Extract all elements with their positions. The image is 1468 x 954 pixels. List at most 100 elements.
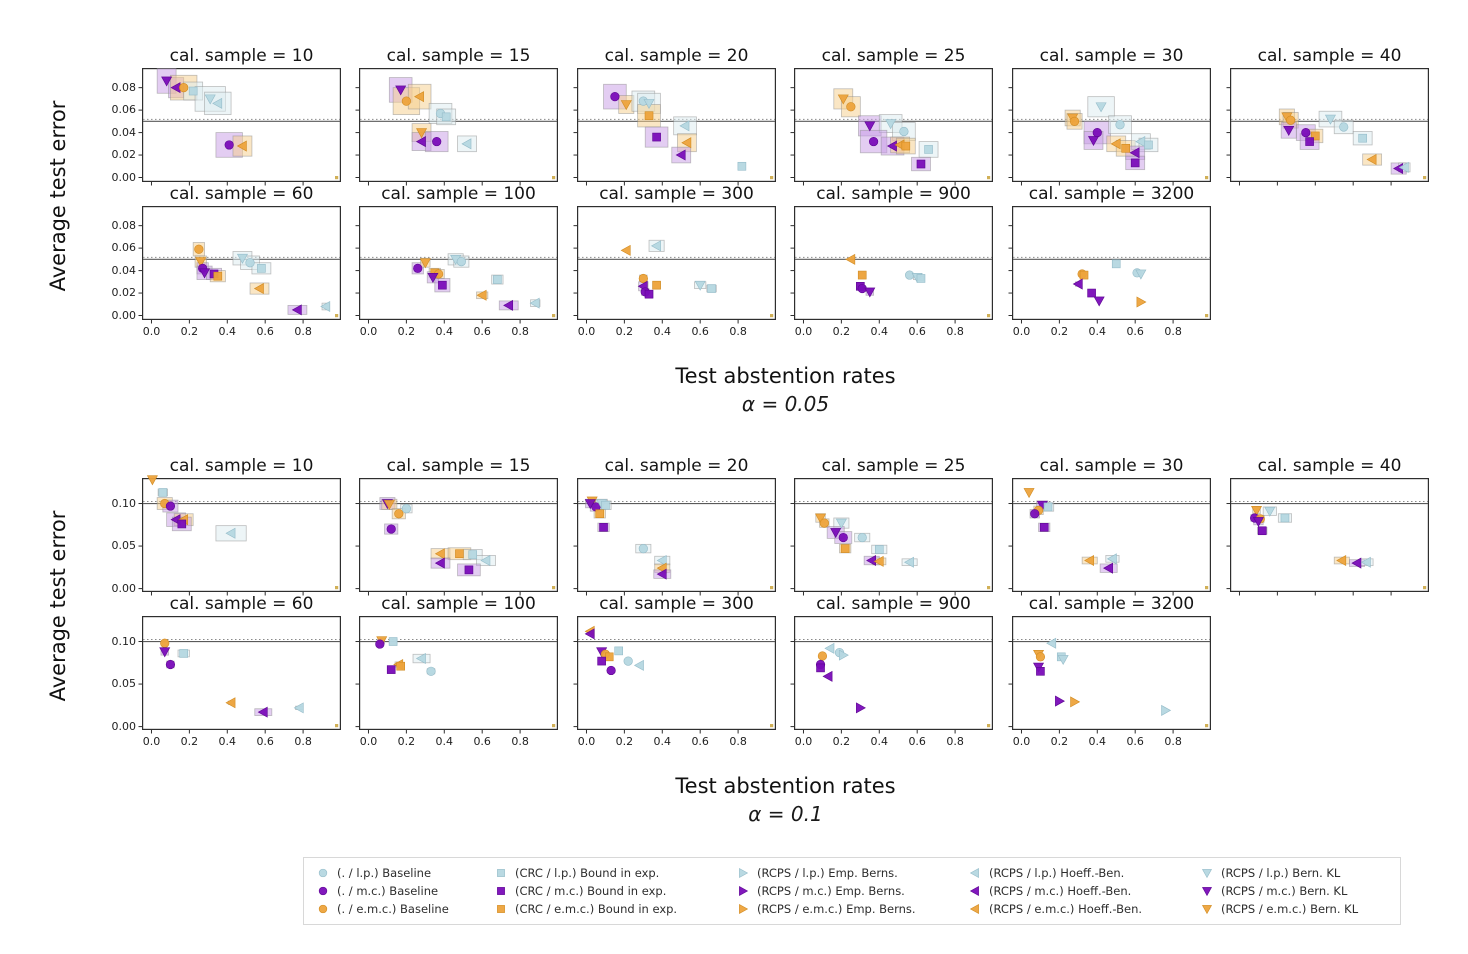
data-point-tri_left-icon — [480, 555, 491, 567]
data-point-circle-icon — [386, 524, 396, 534]
legend-marker-tri_left-icon — [969, 885, 979, 897]
x-tick-label: 0.0 — [359, 325, 378, 338]
plot-area — [355, 68, 559, 186]
subplot-a05-30: cal. sample = 30 — [1008, 46, 1212, 186]
x-tick-label: 0.4 — [870, 735, 889, 748]
data-point-tri_left-icon — [293, 702, 304, 714]
data-point-square-icon — [257, 264, 266, 273]
data-point-circle-icon — [817, 651, 828, 661]
plot-area — [355, 616, 559, 734]
legend-label: (. / l.p.) Baseline — [337, 866, 432, 880]
subplot-title: cal. sample = 3200 — [1028, 184, 1195, 204]
data-point-circle-icon — [179, 83, 189, 93]
data-point-circle-icon — [456, 256, 466, 267]
data-point-square-icon — [441, 112, 451, 122]
subplot-title: cal. sample = 60 — [169, 184, 314, 204]
subplot-a1-10: cal. sample = 10 0.00 0.05 0.10 — [112, 456, 342, 596]
data-point-tri_right-icon — [739, 885, 749, 897]
subplot-title: cal. sample = 300 — [599, 184, 754, 204]
data-point-circle-icon — [905, 270, 915, 280]
data-point-tri_right-icon — [1161, 704, 1172, 716]
x-tick-label: 0.2 — [615, 325, 634, 338]
data-point-tri_left-icon — [461, 138, 472, 150]
subplot-a05-10: cal. sample = 10 0.00 0.02 0.04 0.06 0.08 — [112, 46, 342, 186]
data-point-square-icon — [816, 663, 825, 673]
plot-area — [573, 478, 777, 596]
subplot-title: cal. sample = 10 — [169, 456, 314, 476]
data-point-tri_left-icon — [656, 555, 667, 567]
legend-label: (RCPS / m.c.) Bern. KL — [1221, 884, 1348, 898]
data-point-square-icon — [493, 275, 502, 284]
corner-marker-icon — [1205, 176, 1209, 180]
x-tick-label: 0.2 — [397, 735, 416, 748]
data-point-circle-icon — [194, 244, 204, 254]
data-point-tri_down-icon — [837, 94, 849, 105]
data-point-square-icon — [857, 270, 867, 280]
data-point-tri_down-icon — [199, 268, 211, 279]
legend-item-mc_eb: (RCPS / m.c.) Emp. Berns. — [736, 882, 968, 900]
corner-marker-icon — [335, 586, 339, 590]
legend-label: (RCPS / e.m.c.) Bern. KL — [1221, 902, 1359, 916]
data-point-tri_left-icon — [291, 304, 302, 316]
subplot-title: cal. sample = 3200 — [1028, 594, 1195, 614]
legend-item-lp_crc: (CRC / l.p.) Bound in exp. — [494, 864, 736, 882]
data-point-tri_down-icon — [204, 94, 216, 105]
data-point-circle-icon — [606, 665, 616, 676]
legend-marker-tri_down-icon — [1201, 905, 1213, 915]
subplot-title: cal. sample = 25 — [821, 46, 966, 66]
x-tick-label: 0.2 — [180, 325, 199, 338]
x-tick-label: 0.6 — [473, 735, 491, 748]
plot-area — [138, 475, 342, 596]
data-point-tri_down-icon — [1252, 517, 1264, 528]
data-point-square-icon — [924, 145, 933, 154]
data-point-tri_down-icon — [835, 518, 847, 529]
data-point-circle-icon — [846, 102, 856, 112]
data-point-square-icon — [1121, 144, 1131, 153]
data-point-tri_left-icon — [476, 289, 487, 301]
data-point-tri_left-icon — [1129, 147, 1140, 159]
y-tick-label: 0.08 — [111, 218, 137, 232]
corner-marker-icon — [1205, 314, 1209, 318]
data-point-tri_right-icon — [1136, 296, 1147, 308]
data-point-square-icon — [874, 545, 884, 554]
data-point-tri_left-icon — [225, 527, 236, 539]
y-tick-label: 0.02 — [111, 286, 137, 300]
y-tick-label: 0.04 — [111, 263, 137, 277]
subplot-a05-40: cal. sample = 40 — [1226, 46, 1430, 186]
x-tick-label: 0.2 — [832, 735, 851, 748]
data-point-tri_left-icon — [1110, 138, 1121, 150]
data-point-tri_down-icon — [1135, 269, 1147, 280]
data-point-circle-icon — [1092, 127, 1102, 138]
subplot-title: cal. sample = 20 — [604, 456, 749, 476]
legend-marker-tri_down-icon — [1201, 869, 1213, 879]
corner-marker-icon — [987, 176, 991, 180]
data-point-square-icon — [464, 565, 474, 575]
data-point-square-icon — [213, 271, 223, 281]
data-point-square-icon — [497, 869, 505, 877]
legend-item-lp_base: (. / l.p.) Baseline — [316, 864, 494, 882]
data-point-square-icon — [396, 661, 405, 671]
data-point-tri_down-icon — [1087, 136, 1100, 147]
data-point-square-icon — [595, 509, 605, 519]
data-point-circle-icon — [375, 639, 385, 649]
data-point-tri_down-icon — [864, 121, 876, 132]
subplot-title: cal. sample = 15 — [386, 456, 531, 476]
data-point-square-icon — [652, 132, 661, 142]
x-tick-label: 0.6 — [908, 735, 926, 748]
data-point-tri_left-icon — [225, 697, 236, 709]
subplot-title: cal. sample = 300 — [599, 594, 754, 614]
data-point-tri_down-icon — [1283, 126, 1295, 136]
x-tick-label: 0.0 — [359, 735, 378, 748]
plot-area — [790, 616, 994, 734]
data-point-square-icon — [188, 86, 198, 96]
y-tick-label: 0.00 — [111, 719, 137, 733]
plot-area — [1226, 478, 1430, 596]
data-point-tri_down-icon — [1201, 869, 1213, 879]
data-point-circle-icon — [165, 501, 176, 511]
corner-marker-icon — [770, 586, 774, 590]
legend-item-mc_crc: (CRC / m.c.) Bound in exp. — [494, 882, 736, 900]
data-point-circle-icon — [638, 273, 648, 284]
data-point-tri_left-icon — [253, 283, 264, 295]
x-tick-label: 0.6 — [1126, 325, 1144, 338]
data-point-tri_right-icon — [739, 867, 749, 879]
